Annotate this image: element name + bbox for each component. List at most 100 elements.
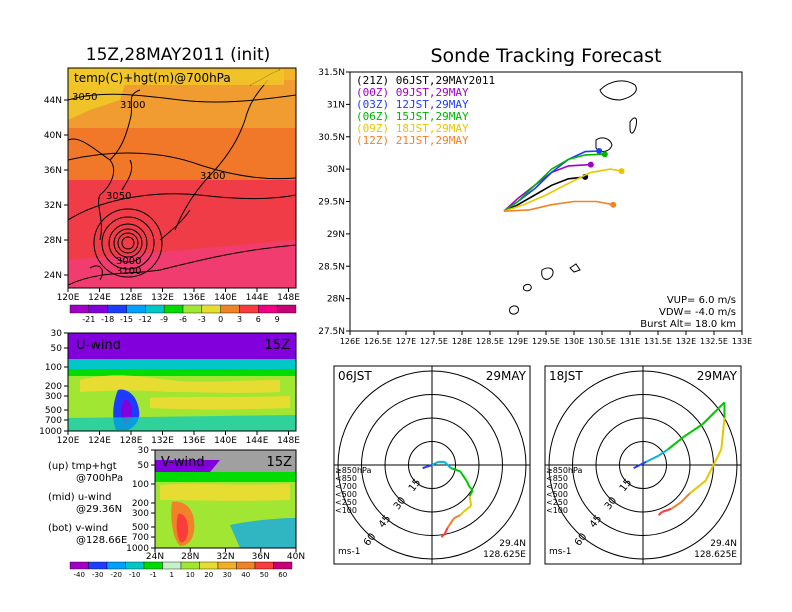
track-line — [503, 163, 591, 212]
track-lon-tick-label: 131.5E — [644, 337, 672, 346]
map-lon-tick-label: 120E — [57, 293, 80, 303]
hodograph-segment — [459, 470, 468, 482]
hodograph-level-label: <100 — [546, 506, 568, 515]
temp-colorbar-label: 9 — [275, 315, 280, 324]
track-legend-entry: (09Z) 18JST,29MAY — [356, 122, 469, 135]
track-lon-tick-label: 133E — [732, 337, 752, 346]
track-lon-tick-label: 128E — [452, 337, 472, 346]
map-lon-tick-label: 144E — [246, 293, 269, 303]
wind-colorbar-swatch — [125, 561, 145, 570]
track-lon-tick-label: 127E — [396, 337, 416, 346]
hodograph-segment — [679, 492, 691, 504]
hodograph-segment — [651, 454, 660, 460]
wind-colorbar-swatch — [236, 561, 256, 570]
vwind-p-tick-label: 30 — [138, 446, 150, 456]
map-lat-tick-label: 44N — [44, 96, 62, 106]
track-lon-tick-label: 128.5E — [476, 337, 504, 346]
track-legend-entry: (21Z) 06JST,29MAY2011 — [356, 74, 495, 87]
panel-description: (up) tmp+hgt @700hPa (mid) u-wind @29.36… — [48, 461, 127, 546]
hodograph-segment — [468, 489, 474, 497]
hodograph-segment — [446, 517, 455, 529]
desc-mid-2: @29.36N — [76, 504, 122, 515]
hodograph-date: 29MAY — [697, 369, 738, 383]
wind-colorbar-swatch — [180, 561, 200, 570]
uwind-time: 15Z — [265, 338, 291, 353]
wind-colorbar-label: 20 — [204, 571, 213, 579]
vwind-p-tick-label: 700 — [132, 533, 149, 543]
right-title: Sonde Tracking Forecast — [430, 45, 661, 67]
track-coastlines — [509, 80, 637, 315]
desc-bot-2: @128.66E — [76, 535, 127, 546]
hodograph-segment — [683, 423, 704, 438]
hodograph-segment — [453, 514, 461, 520]
hodograph-segment — [468, 486, 474, 491]
wind-colorbar-label: 30 — [223, 571, 232, 579]
wind-colorbar-label: 10 — [186, 571, 195, 579]
map-lat-ticks: 44N 40N 36N 32N 28N 24N — [44, 96, 68, 281]
map-lon-tick-label: 136E — [183, 293, 206, 303]
wind-colorbar-label: -1 — [150, 571, 157, 579]
vwind-field — [155, 450, 296, 548]
uwind-p-tick-label: 300 — [45, 392, 62, 402]
uwind-lon-tick-label: 144E — [246, 436, 269, 446]
track-lon-tick-label: 126.5E — [364, 337, 392, 346]
map-lon-tick-label: 132E — [151, 293, 174, 303]
temp-colorbar-swatch — [163, 304, 184, 314]
vwind-lat-ticks: 24N 28N 32N 36N 40N — [146, 548, 305, 562]
track-lat-tick-label: 29.5N — [318, 198, 345, 208]
map-lon-tick-label: 128E — [120, 293, 143, 303]
temp-colorbar-swatch — [88, 304, 108, 314]
hodograph-segment — [422, 465, 428, 470]
hodograph-level-label: <700 — [546, 482, 568, 491]
hodograph-level-label: <500 — [335, 490, 357, 499]
track-line — [503, 153, 605, 212]
uwind-lon-tick-label: 124E — [88, 436, 111, 446]
wind-colorbar-swatch — [88, 561, 108, 570]
track-legend-entry: (00Z) 09JST,29MAY — [356, 86, 469, 99]
hodograph-time: 06JST — [338, 369, 372, 383]
hodograph-time: 18JST — [549, 369, 583, 383]
track-lon-ticks: 126E 126.5E 127E 127.5E 128E 128.5E 129E 129.5E… — [340, 331, 752, 346]
uwind-p-tick-label: 700 — [45, 416, 62, 426]
vwind-p-tick-label: 200 — [132, 499, 149, 509]
wind-colorbar-swatch — [254, 561, 274, 570]
vwind-p-tick-label: 100 — [132, 480, 149, 490]
temp-colorbar-swatch — [220, 304, 240, 314]
temp-colorbar-label: -3 — [198, 315, 206, 324]
hodograph-segment — [658, 448, 669, 457]
temp-colorbar-label: -15 — [120, 315, 133, 324]
hodograph-level-label: <700 — [335, 482, 357, 491]
temp-colorbar-label: 6 — [256, 315, 261, 324]
wind-colorbar: -40 -30 -20 -10 -1 1 10 20 30 40 50 60 — [69, 561, 293, 579]
track-panel: 31.5N 31N 30.5N 30N 29.5N 29N 28.5N 28N 27.5N 12… — [318, 68, 752, 346]
wind-colorbar-swatch — [69, 561, 89, 570]
track-lat-tick-label: 30N — [327, 165, 345, 175]
wind-colorbar-label: 40 — [241, 571, 250, 579]
contour-label-5: 3000 — [116, 256, 141, 267]
map-label: temp(C)+hgt(m)@700hPa — [74, 71, 231, 85]
temp-colorbar-swatch — [69, 304, 90, 314]
track-legend: (21Z) 06JST,29MAY2011(00Z) 09JST,29MAY (0… — [356, 74, 495, 147]
track-legend-entry: (12Z) 21JST,29MAY — [356, 134, 469, 147]
vwind-label: V-wind — [161, 455, 205, 470]
contour-label-3: 3050 — [106, 191, 131, 202]
hodograph-segment — [431, 460, 439, 466]
temp-colorbar-swatch — [276, 304, 297, 314]
hodograph-segment — [639, 460, 647, 466]
hodograph-segment — [443, 527, 449, 535]
hodograph-segment — [667, 436, 685, 451]
map-lat-tick-label: 40N — [44, 131, 62, 141]
hodograph-level-label: <100 — [335, 506, 357, 515]
hodograph-segment — [670, 501, 682, 510]
track-lon-tick-label: 129.5E — [532, 337, 560, 346]
uwind-p-tick-label: 200 — [45, 382, 62, 392]
hodograph-level-label: ≥850hPa — [335, 466, 372, 475]
temp-colorbar-label: -12 — [139, 315, 152, 324]
uwind-p-tick-label: 100 — [45, 363, 62, 373]
hodograph-segment — [645, 457, 653, 463]
param-burst: Burst Alt= 18.0 km — [640, 319, 736, 330]
hodograph-level-label: <500 — [546, 490, 568, 499]
